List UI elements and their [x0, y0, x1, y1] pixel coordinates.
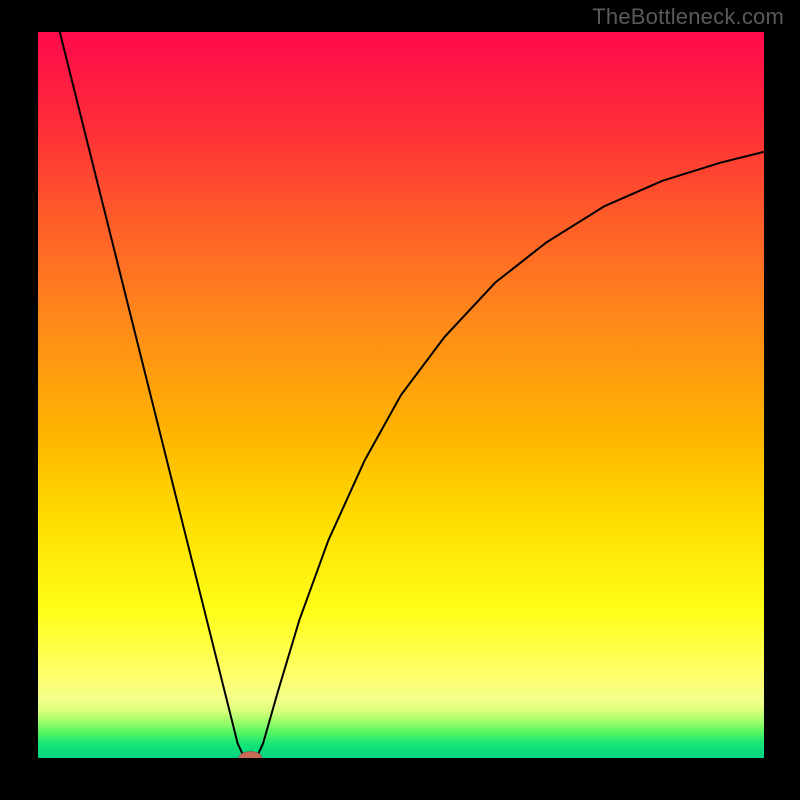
chart-svg — [38, 32, 764, 758]
bottleneck-chart — [38, 32, 764, 758]
watermark-text: TheBottleneck.com — [592, 4, 784, 30]
